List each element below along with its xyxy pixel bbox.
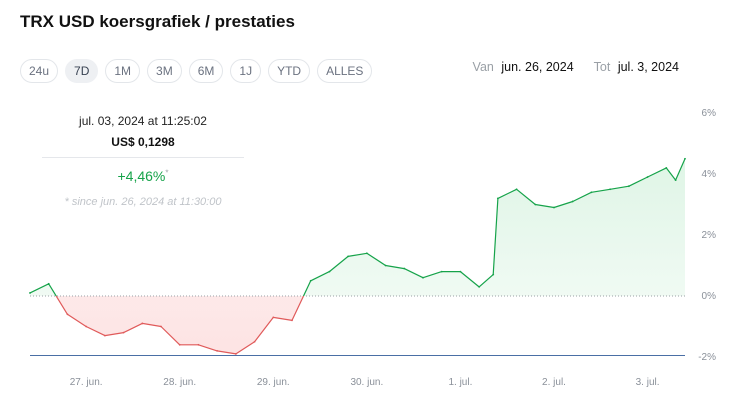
range-button-6m[interactable]: 6M	[188, 59, 224, 83]
data-point	[459, 270, 462, 273]
data-point	[216, 350, 219, 352]
data-point	[47, 282, 50, 285]
data-point	[103, 334, 106, 337]
data-point	[440, 270, 443, 273]
range-button-alles[interactable]: ALLES	[317, 59, 373, 83]
x-tick-label: 27. jun.	[70, 377, 103, 388]
data-point	[272, 316, 275, 319]
x-tick-label: 30. jun.	[350, 377, 383, 388]
date-from-value: jun. 26, 2024	[501, 60, 574, 74]
tooltip-datetime: jul. 03, 2024 at 11:25:02	[79, 114, 207, 128]
y-tick-label: 4%	[702, 169, 717, 180]
series-line-positive	[29, 158, 686, 296]
range-button-1j[interactable]: 1J	[230, 59, 262, 83]
data-point	[478, 285, 481, 288]
data-point	[684, 157, 686, 160]
data-point	[66, 313, 69, 316]
data-point	[674, 179, 677, 182]
data-point	[496, 197, 499, 200]
data-point	[141, 322, 144, 325]
data-point	[291, 319, 293, 322]
data-point	[492, 273, 495, 276]
date-range: Van jun. 26, 2024 Tot jul. 3, 2024	[473, 59, 679, 75]
x-tick-label: 29. jun.	[257, 377, 290, 388]
data-point	[85, 325, 88, 328]
tooltip-divider	[42, 157, 244, 158]
data-point	[646, 176, 649, 178]
data-point	[160, 325, 162, 328]
data-point	[365, 252, 368, 255]
data-point	[422, 276, 424, 279]
data-point	[515, 188, 518, 191]
range-button-1m[interactable]: 1M	[105, 59, 141, 83]
data-point	[534, 203, 537, 206]
time-range-selector: 24u 7D 1M 3M 6M 1J YTD ALLES	[20, 59, 373, 83]
data-point	[328, 270, 331, 273]
range-button-7d[interactable]: 7D	[65, 59, 99, 83]
y-tick-label: 6%	[702, 108, 717, 119]
data-point	[234, 353, 237, 355]
data-point	[253, 340, 256, 343]
x-tick-label: 3. jul.	[636, 377, 660, 388]
series-line-negative	[55, 296, 305, 355]
data-point	[309, 279, 312, 282]
tooltip-price: US$ 0,1298	[111, 135, 175, 149]
date-to[interactable]: Tot jul. 3, 2024	[594, 60, 679, 74]
x-tick-label: 2. jul.	[542, 377, 566, 388]
data-point	[178, 343, 181, 346]
area-negative	[30, 296, 685, 354]
data-point	[347, 255, 350, 258]
data-point	[609, 188, 612, 191]
data-point	[590, 191, 593, 194]
tooltip-change-marker: *	[165, 168, 169, 178]
date-to-value: jul. 3, 2024	[617, 60, 679, 74]
y-tick-label: -2%	[698, 352, 716, 363]
tooltip-change-value: +4,46%	[117, 168, 166, 184]
data-point	[384, 264, 387, 267]
y-tick-label: 2%	[702, 230, 717, 241]
date-from[interactable]: Van jun. 26, 2024	[473, 60, 574, 74]
data-point	[553, 206, 555, 209]
y-tick-label: 0%	[702, 291, 717, 302]
data-point	[29, 292, 31, 294]
data-point	[665, 167, 668, 169]
chart-title: TRX USD koersgrafiek / prestaties	[20, 12, 295, 31]
data-point	[122, 331, 125, 334]
range-button-ytd[interactable]: YTD	[268, 59, 311, 83]
data-point	[571, 200, 574, 203]
x-tick-label: 28. jun.	[163, 377, 196, 388]
range-button-24u[interactable]: 24u	[20, 59, 59, 83]
tooltip-since: * since jun. 26, 2024 at 11:30:00	[64, 196, 222, 208]
range-button-3m[interactable]: 3M	[147, 59, 182, 83]
tooltip-change: +4,46%*	[42, 168, 244, 184]
chart-tooltip: jul. 03, 2024 at 11:25:02 US$ 0,1298 +4,…	[42, 114, 244, 208]
date-from-label: Van	[472, 60, 494, 74]
data-point	[197, 343, 200, 346]
data-point	[627, 185, 630, 188]
date-to-label: Tot	[593, 60, 611, 74]
x-tick-label: 1. jul.	[448, 377, 472, 388]
data-point	[403, 267, 406, 270]
